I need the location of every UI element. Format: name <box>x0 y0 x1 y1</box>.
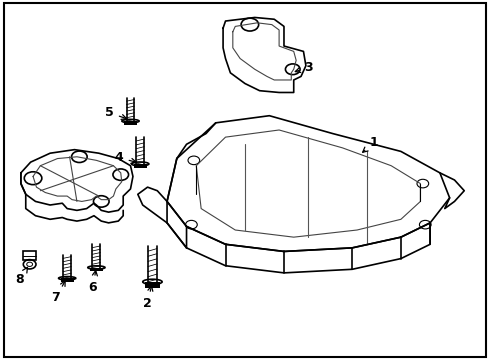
Bar <box>24 251 36 260</box>
Text: 7: 7 <box>51 281 65 305</box>
Bar <box>134 164 147 168</box>
Text: 2: 2 <box>143 286 153 310</box>
Text: 5: 5 <box>105 106 126 120</box>
Bar <box>145 282 160 288</box>
Text: 3: 3 <box>295 61 313 74</box>
Bar <box>90 267 103 271</box>
Text: 4: 4 <box>115 151 136 165</box>
Text: 6: 6 <box>89 271 98 294</box>
Bar <box>61 278 74 282</box>
Text: 1: 1 <box>363 136 378 152</box>
Text: 8: 8 <box>16 267 27 286</box>
Bar <box>124 121 137 125</box>
